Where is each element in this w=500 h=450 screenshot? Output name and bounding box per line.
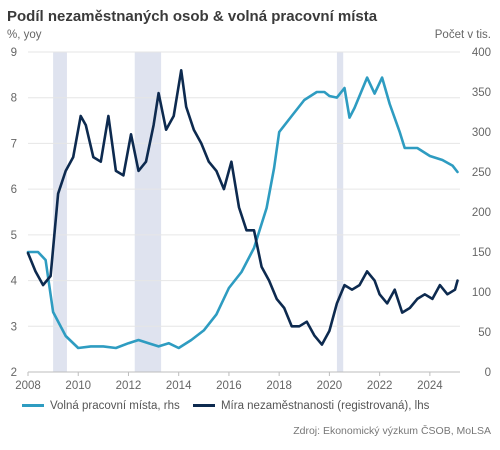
left-tick-label: 4 <box>11 276 18 288</box>
x-tick-label: 2018 <box>266 380 292 392</box>
right-tick-label: 350 <box>472 87 491 99</box>
x-tick-label: 2008 <box>15 380 41 392</box>
right-tick-label: 0 <box>485 367 491 379</box>
left-tick-label: 3 <box>11 321 17 333</box>
gridlines <box>28 51 460 327</box>
x-tick-label: 2016 <box>216 380 242 392</box>
right-tick-label: 400 <box>472 47 491 59</box>
legend-label-vacancies: Volná pracovní místa, rhs <box>50 399 180 412</box>
right-axis-ticks: 0 50 100 150 200 250 300 350 400 <box>472 47 491 379</box>
legend-label-unemployment: Míra nezaměstnanosti (registrovaná), lhs <box>220 399 430 412</box>
legend-swatch-vacancies <box>22 404 44 407</box>
shaded-periods <box>53 52 344 372</box>
shaded-period-1 <box>53 52 67 372</box>
left-tick-label: 7 <box>11 138 17 150</box>
left-axis-unit: %, yoy <box>7 29 42 41</box>
right-tick-label: 250 <box>472 167 491 179</box>
left-tick-label: 9 <box>11 47 17 59</box>
x-tick-label: 2012 <box>116 380 142 392</box>
series-lines <box>26 69 459 350</box>
left-tick-label: 6 <box>11 184 17 196</box>
legend-item-vacancies: Volná pracovní místa, rhs <box>22 400 180 412</box>
legend-item-unemployment: Míra nezaměstnanosti (registrovaná), lhs <box>192 399 430 412</box>
series-line-vacancies <box>26 76 459 350</box>
chart-title: Podíl nezaměstnaných osob & volná pracov… <box>7 8 378 25</box>
shaded-period-3 <box>336 52 344 372</box>
right-tick-label: 300 <box>472 127 491 139</box>
series-line-unemployment <box>26 69 459 346</box>
right-tick-label: 150 <box>472 247 491 259</box>
right-tick-label: 50 <box>478 327 491 339</box>
right-tick-label: 100 <box>472 287 491 299</box>
x-tick-label: 2014 <box>166 380 192 392</box>
left-tick-label: 8 <box>11 93 17 105</box>
legend: Volná pracovní místa, rhs Míra nezaměstn… <box>22 398 439 412</box>
x-tick-label: 2022 <box>367 380 393 392</box>
x-axis: 2008 2010 2012 2014 2016 2018 2020 2022 2024 <box>15 371 460 392</box>
right-tick-label: 200 <box>472 207 491 219</box>
left-tick-label: 2 <box>11 367 17 379</box>
x-tick-label: 2024 <box>417 380 443 392</box>
left-axis-ticks: 2 3 4 5 6 7 8 9 <box>11 47 18 379</box>
left-tick-label: 5 <box>11 230 17 242</box>
source-note: Zdroj: Ekonomický výzkum ČSOB, MoLSA <box>293 425 491 437</box>
right-axis-unit: Počet v tis. <box>434 29 491 41</box>
x-tick-label: 2020 <box>317 380 343 392</box>
legend-swatch-unemployment <box>192 404 215 407</box>
x-tick-label: 2010 <box>65 380 91 392</box>
